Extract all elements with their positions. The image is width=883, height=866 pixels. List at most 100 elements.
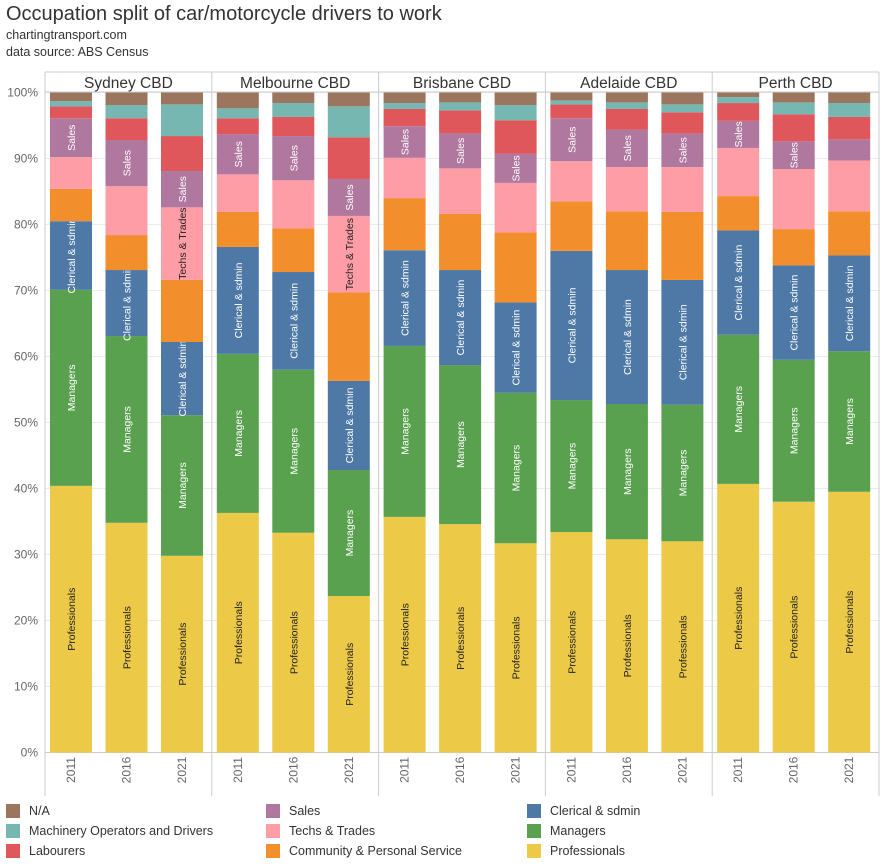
bar-segment [216, 246, 259, 354]
bar-segment [550, 100, 593, 105]
bar-segment [161, 92, 203, 105]
bar-segment [772, 92, 815, 103]
bar-segment [717, 334, 760, 484]
legend-swatch [527, 824, 541, 838]
bar-segment [272, 228, 315, 273]
panel-header: Perth CBD [759, 75, 833, 92]
y-tick-label: 20% [14, 614, 38, 628]
bar-segment-label: Professionals [789, 596, 801, 659]
chart-title: Occupation split of car/motorcycle drive… [6, 3, 442, 25]
bar-segment-label: Clerical & sdmin [511, 310, 523, 386]
bar-segment [550, 250, 593, 401]
bar-segment [50, 289, 92, 486]
panel-header: Sydney CBD [84, 75, 173, 92]
bar-segment [50, 101, 92, 107]
bar-segment [105, 105, 148, 119]
legend-swatch [6, 824, 20, 838]
legend-label: Managers [550, 824, 606, 838]
bar-segment [661, 404, 704, 542]
bar-segment [717, 92, 760, 98]
bar-segment-label: Managers [66, 364, 78, 411]
bar-segment [828, 160, 871, 212]
bar-segment [661, 104, 704, 113]
y-tick-label: 40% [14, 482, 38, 496]
bar-segment [605, 109, 648, 130]
bar-segment-label: Clerical & sdmin [733, 244, 745, 320]
y-tick-label: 50% [14, 416, 38, 430]
bar-segment-label: Clerical & sdmin [566, 287, 578, 363]
x-tick-label: 2011 [564, 757, 578, 783]
bar-segment [550, 532, 593, 753]
legend-label: Sales [289, 804, 321, 818]
bar-segment [327, 92, 370, 107]
bar-segment [661, 167, 704, 212]
bar-segment-label: Managers [400, 408, 412, 455]
x-tick-label: 2016 [620, 756, 634, 783]
bar-segment [50, 118, 92, 158]
bar-segment [828, 139, 871, 161]
bar-segment [828, 211, 871, 256]
bar-segment [605, 129, 648, 168]
bar-segment-label: Professionals [177, 623, 189, 686]
bar-segment [327, 106, 370, 138]
bar-segment [717, 97, 760, 104]
x-tick-label: 2011 [231, 757, 245, 783]
bar-segment [828, 116, 871, 140]
bar-segment [383, 109, 426, 127]
bar-segment [605, 167, 648, 212]
bar-segment [661, 133, 704, 168]
chart-subtitle-data-source: data source: ABS Census [6, 45, 149, 59]
bar-segment-label: Managers [677, 450, 689, 497]
bar-segment [216, 353, 259, 513]
x-tick-label: 2021 [342, 756, 356, 783]
bar-segment [772, 265, 815, 360]
bar-segment-label: Sales [344, 184, 356, 210]
bar-segment-label: Managers [344, 510, 356, 557]
bar-segment [216, 211, 259, 247]
legend-swatch [6, 844, 20, 858]
legend-label: Labourers [29, 844, 86, 858]
bar-segment [105, 235, 148, 271]
bar-segment [772, 359, 815, 502]
bar-segment-label: Sales [511, 155, 523, 181]
bar-segment [216, 118, 259, 135]
bar-segment [383, 126, 426, 158]
bar-segment [550, 400, 593, 533]
bar-segment-label: Sales [288, 145, 300, 171]
bar-segment [717, 230, 760, 335]
legend-label: Professionals [550, 844, 626, 858]
bar-segment-label: Professionals [566, 611, 578, 674]
bar-segment-label: Managers [511, 445, 523, 492]
y-tick-label: 80% [14, 218, 38, 232]
x-tick-label: 2011 [64, 757, 78, 783]
bar-segment [772, 229, 815, 266]
bar-segment-label: Sales [400, 129, 412, 155]
bar-segment [439, 102, 482, 111]
bar-segment-label: Clerical & sdmin [122, 265, 134, 341]
legend: N/A Machinery Operators and Drivers Labour… [6, 804, 883, 864]
bar-segment [550, 161, 593, 202]
bar-segment [828, 491, 871, 753]
bar-segment [661, 112, 704, 134]
legend-item: Machinery Operators and Drivers [6, 824, 213, 838]
bar-segment [327, 596, 370, 753]
y-tick-label: 90% [14, 152, 38, 166]
bar-segment [161, 171, 203, 208]
bar-segment-label: Sales [66, 125, 78, 151]
bar-segment-label: Professionals [844, 591, 856, 654]
bar-segment [383, 516, 426, 753]
bar-segment [216, 92, 259, 109]
bar-segment-label: Managers [844, 398, 856, 445]
bar-segment-label: Sales [733, 121, 745, 147]
bar-segment [50, 485, 92, 753]
bar-segment [661, 541, 704, 753]
y-tick-label: 10% [14, 680, 38, 694]
bar-segment-label: Managers [288, 428, 300, 475]
bar-segment [828, 103, 871, 117]
legend-label: Techs & Trades [289, 824, 376, 838]
bar-segment-label: Clerical & sdmin [177, 341, 189, 417]
bar-segment [439, 92, 482, 103]
bar-segment [605, 92, 648, 103]
bar-segment [661, 279, 704, 405]
